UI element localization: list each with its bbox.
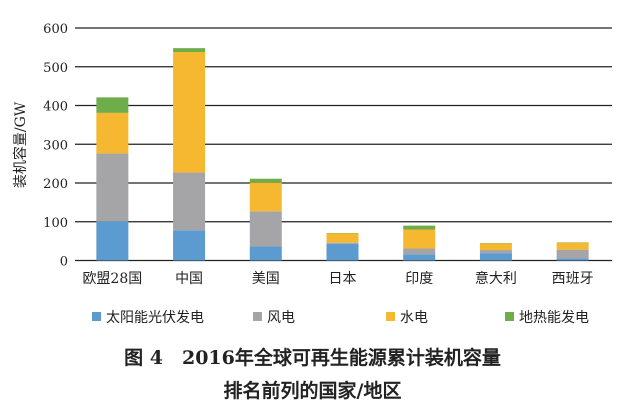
bar-segment <box>326 243 359 261</box>
chart-title: 图 4 2016年全球可再生能源累计装机容量 <box>124 347 501 369</box>
legend-swatch <box>253 312 262 321</box>
bar-segment <box>326 242 359 244</box>
x-tick-label: 印度 <box>405 271 433 287</box>
y-axis-label: 装机容量/GW <box>12 101 29 188</box>
legend-label: 风电 <box>267 310 295 326</box>
bar-segment <box>479 243 512 251</box>
x-tick-label: 日本 <box>329 271 357 287</box>
x-tick-label: 中国 <box>175 271 203 287</box>
legend-label: 地热能发电 <box>519 310 589 326</box>
y-tick-label: 300 <box>43 138 68 153</box>
bar-segment <box>249 178 282 183</box>
bar-segment <box>173 172 206 231</box>
bar-segment <box>403 248 436 255</box>
bar-segment <box>556 249 589 259</box>
x-tick-label: 美国 <box>252 271 280 287</box>
x-tick-label: 西班牙 <box>552 271 594 287</box>
y-tick-label: 100 <box>43 216 68 231</box>
x-tick-label: 意大利 <box>475 270 517 287</box>
y-tick-label: 600 <box>43 22 68 37</box>
x-tick-label: 欧盟28国 <box>82 271 142 287</box>
bar-segment <box>96 221 129 261</box>
legend-label: 水电 <box>400 310 428 326</box>
bar-segment <box>173 48 206 53</box>
bar-segment <box>479 250 512 254</box>
y-tick-label: 400 <box>43 100 68 115</box>
chart-title-line2: 排名前列的国家/地区 <box>223 380 402 402</box>
bar-segment <box>326 233 359 243</box>
bar-segment <box>556 242 589 250</box>
bar-segment <box>479 253 512 261</box>
bar-segment <box>556 258 589 261</box>
bar-segment <box>403 229 436 249</box>
bar-segment <box>403 254 436 261</box>
bar-segment <box>173 230 206 261</box>
bar-segment <box>96 153 129 222</box>
y-tick-label: 0 <box>60 255 68 270</box>
legend-swatch <box>386 312 395 321</box>
legend-swatch <box>505 312 514 321</box>
y-tick-label: 500 <box>43 61 68 76</box>
bar-segment <box>249 211 282 247</box>
bar-segment <box>403 225 436 230</box>
bar-segment <box>249 246 282 261</box>
legend-swatch <box>92 312 101 321</box>
legend-label: 太阳能光伏发电 <box>106 310 204 326</box>
bar-segment <box>249 182 282 212</box>
y-tick-label: 200 <box>43 177 68 192</box>
bar-segment <box>96 112 129 154</box>
bar-segment <box>96 97 129 113</box>
bar-segment <box>173 52 206 173</box>
